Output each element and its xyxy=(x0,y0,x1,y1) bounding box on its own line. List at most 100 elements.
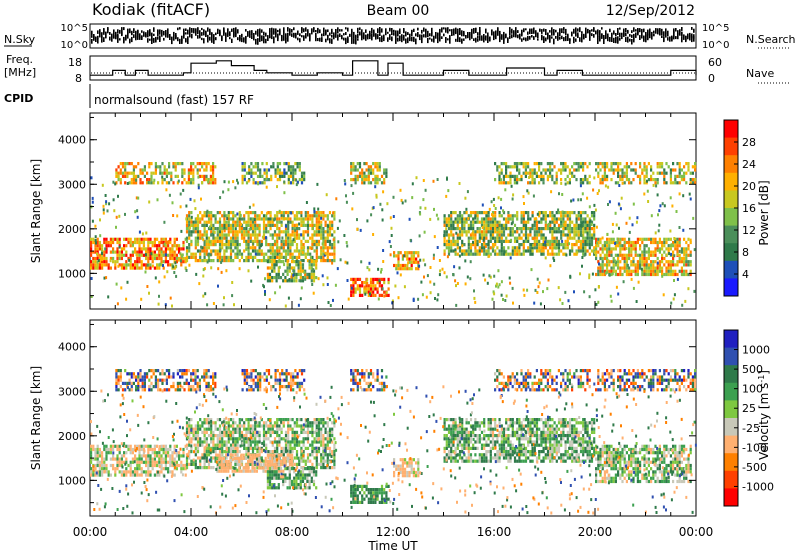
heatmap-cell xyxy=(148,162,151,166)
heatmap-cell xyxy=(588,273,591,277)
heatmap-cell xyxy=(135,165,138,169)
heatmap-cell xyxy=(287,252,290,256)
heatmap-cell xyxy=(345,241,348,244)
heatmap-cell xyxy=(582,217,585,221)
heatmap-cell xyxy=(149,253,152,257)
heatmap-cell xyxy=(199,220,202,224)
heatmap-cell xyxy=(129,260,132,264)
heatmap-cell xyxy=(190,178,193,182)
heatmap-cell xyxy=(181,254,183,258)
heatmap-cell xyxy=(370,213,373,217)
heatmap-cell xyxy=(673,254,676,258)
heatmap-cell xyxy=(527,181,530,185)
heatmap-cell xyxy=(160,256,163,261)
heatmap-cell xyxy=(299,261,302,265)
nsky-mark xyxy=(511,34,513,39)
heatmap-cell xyxy=(540,246,543,250)
heatmap-cell xyxy=(639,165,642,169)
nsky-mark xyxy=(631,30,633,33)
nsky-mark xyxy=(517,34,519,39)
heatmap-cell xyxy=(555,171,558,175)
heatmap-cell xyxy=(606,237,609,241)
heatmap-cell xyxy=(218,259,222,263)
heatmap-cell xyxy=(601,269,604,273)
heatmap-cell xyxy=(162,264,164,267)
heatmap-cell xyxy=(582,220,585,224)
heatmap-cell xyxy=(559,298,562,302)
heatmap-cell xyxy=(586,236,589,240)
heatmap-cell xyxy=(484,245,487,248)
heatmap-cell xyxy=(542,181,545,185)
heatmap-cell xyxy=(178,244,181,248)
nsky-mark xyxy=(205,32,207,37)
heatmap-cell xyxy=(617,292,620,296)
nsky-mark xyxy=(565,28,567,33)
nsky-mark xyxy=(677,33,679,40)
heatmap-cell xyxy=(516,174,519,178)
heatmap-cell xyxy=(369,284,373,288)
heatmap-cell xyxy=(538,220,541,224)
heatmap-cell xyxy=(542,246,545,250)
nsky-strip-frame xyxy=(89,23,697,49)
nsky-mark xyxy=(245,36,247,40)
heatmap-cell xyxy=(233,303,235,307)
heatmap-cell xyxy=(320,220,323,224)
heatmap-cell xyxy=(520,217,523,221)
heatmap-cell xyxy=(678,165,681,169)
heatmap-cell xyxy=(397,267,400,271)
heatmap-cell xyxy=(458,236,462,240)
heatmap-cell xyxy=(533,239,536,243)
heatmap-cell xyxy=(680,260,683,264)
heatmap-cell xyxy=(328,243,332,247)
heatmap-cell xyxy=(114,260,117,264)
heatmap-cell xyxy=(156,266,159,270)
heatmap-cell xyxy=(553,217,556,221)
heatmap-cell xyxy=(658,269,661,273)
heatmap-cell xyxy=(151,260,154,264)
heatmap-cell xyxy=(309,236,312,240)
heatmap-cell xyxy=(136,444,139,448)
heatmap-cell xyxy=(151,467,154,471)
heatmap-cell xyxy=(92,260,95,264)
heatmap-cell xyxy=(188,226,191,230)
heatmap-cell xyxy=(310,260,313,264)
heatmap-cell xyxy=(188,214,191,218)
heatmap-cell xyxy=(103,447,106,452)
nsky-mark xyxy=(689,34,691,41)
heatmap-cell xyxy=(227,223,230,227)
heatmap-cell xyxy=(115,174,118,178)
heatmap-cell xyxy=(406,251,409,255)
heatmap-cell xyxy=(358,174,362,178)
heatmap-cell xyxy=(529,227,532,231)
nsky-mark xyxy=(233,30,235,36)
heatmap-cell xyxy=(544,217,547,221)
heatmap-cell xyxy=(489,227,492,231)
heatmap-cell xyxy=(308,266,311,270)
heatmap-cell xyxy=(290,279,294,283)
heatmap-cell xyxy=(332,238,335,242)
heatmap-cell xyxy=(132,181,135,185)
heatmap-cell xyxy=(643,260,646,264)
heatmap-cell xyxy=(647,269,650,273)
heatmap-cell xyxy=(531,174,534,178)
heatmap-cell xyxy=(474,246,477,250)
heatmap-cell xyxy=(352,281,355,285)
nsky-mark xyxy=(281,35,283,41)
heatmap-cell xyxy=(619,244,622,248)
heatmap-cell xyxy=(443,239,446,243)
heatmap-cell xyxy=(240,227,244,231)
nsky-mark xyxy=(605,33,607,38)
heatmap-cell xyxy=(149,266,152,270)
heatmap-cell xyxy=(201,246,204,250)
heatmap-cell xyxy=(670,301,673,305)
heatmap-cell xyxy=(315,239,318,243)
heatmap-cell xyxy=(423,275,425,279)
heatmap-cell xyxy=(140,260,143,264)
heatmap-cell xyxy=(185,252,189,256)
heatmap-cell xyxy=(131,240,134,245)
heatmap-cell xyxy=(292,178,295,182)
heatmap-cell xyxy=(96,260,99,264)
nsky-mark xyxy=(273,28,275,33)
heatmap-cell xyxy=(266,266,269,270)
nsky-mark xyxy=(189,32,191,38)
